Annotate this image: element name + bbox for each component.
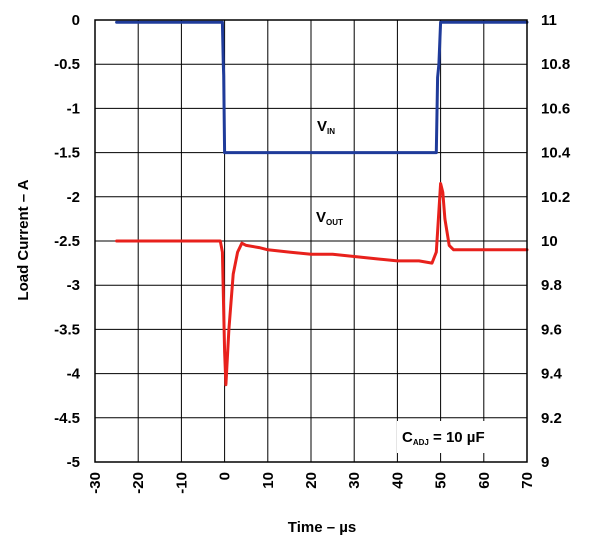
left-tick-label: -2.5 — [54, 233, 80, 250]
right-tick-label: 10.4 — [541, 145, 571, 162]
right-tick-label: 9.2 — [541, 410, 562, 427]
left-axis-ticks: 0 -0.5 -1 -1.5 -2 -2.5 -3 -3.5 -4 -4.5 -5 — [54, 12, 81, 471]
x-tick-label: -10 — [173, 472, 190, 494]
x-tick-label: 40 — [389, 472, 406, 489]
left-tick-label: -1 — [67, 100, 80, 117]
left-tick-label: -1.5 — [54, 145, 80, 162]
left-tick-label: -3.5 — [54, 321, 80, 338]
x-tick-label: 30 — [346, 472, 363, 489]
left-tick-label: -3 — [67, 277, 80, 294]
cadj-annotation-sub: ADJ — [413, 438, 429, 447]
vin-label: VIN — [317, 118, 335, 136]
right-tick-label: 9 — [541, 454, 549, 471]
right-axis-ticks: 11 10.8 10.6 10.4 10.2 10 9.8 9.6 9.4 9.2 9 — [541, 12, 571, 471]
right-tick-label: 11 — [541, 12, 557, 29]
right-tick-label: 9.4 — [541, 366, 563, 383]
vin-label-sub: IN — [327, 127, 335, 136]
series-labels: VIN VOUT — [316, 118, 343, 227]
x-axis-title: Time – µs — [288, 519, 356, 536]
x-tick-label: 50 — [433, 472, 450, 489]
vout-label-main: V — [316, 209, 326, 226]
vout-label-sub: OUT — [326, 218, 343, 227]
left-tick-label: -4.5 — [54, 410, 80, 427]
series-line-vin — [115, 20, 529, 155]
grid-lines — [95, 20, 527, 462]
right-tick-label: 10.2 — [541, 189, 570, 206]
left-tick-label: -2 — [67, 189, 80, 206]
cadj-annotation: CADJ = 10 µF — [402, 429, 485, 447]
x-tick-label: 20 — [303, 472, 320, 489]
vin-label-main: V — [317, 118, 327, 135]
x-tick-label: 0 — [217, 472, 234, 480]
vout-label: VOUT — [316, 209, 343, 227]
right-tick-label: 10 — [541, 233, 558, 250]
series-line-vout — [115, 182, 529, 387]
plot-frame — [94, 19, 528, 463]
left-tick-label: -4 — [67, 366, 81, 383]
left-tick-label: 0 — [72, 12, 80, 29]
left-tick-label: -5 — [67, 454, 80, 471]
x-tick-label: 10 — [260, 472, 277, 489]
right-tick-label: 9.6 — [541, 321, 562, 338]
x-tick-label: -30 — [87, 472, 104, 494]
x-tick-label: -20 — [130, 472, 147, 494]
left-tick-label: -0.5 — [54, 56, 80, 73]
cadj-annotation-rest: = 10 µF — [429, 429, 485, 446]
annotation-box — [397, 421, 522, 453]
right-tick-label: 10.8 — [541, 56, 570, 73]
y-axis-title-left: Load Current – A — [15, 179, 32, 300]
cadj-annotation-main: C — [402, 429, 413, 446]
x-axis-ticks: -30 -20 -10 0 10 20 30 40 50 60 70 — [87, 472, 536, 494]
x-tick-label: 70 — [519, 472, 536, 489]
right-tick-label: 10.6 — [541, 100, 570, 117]
right-tick-label: 9.8 — [541, 277, 562, 294]
x-tick-label: 60 — [476, 472, 493, 489]
series-layer — [115, 20, 529, 387]
